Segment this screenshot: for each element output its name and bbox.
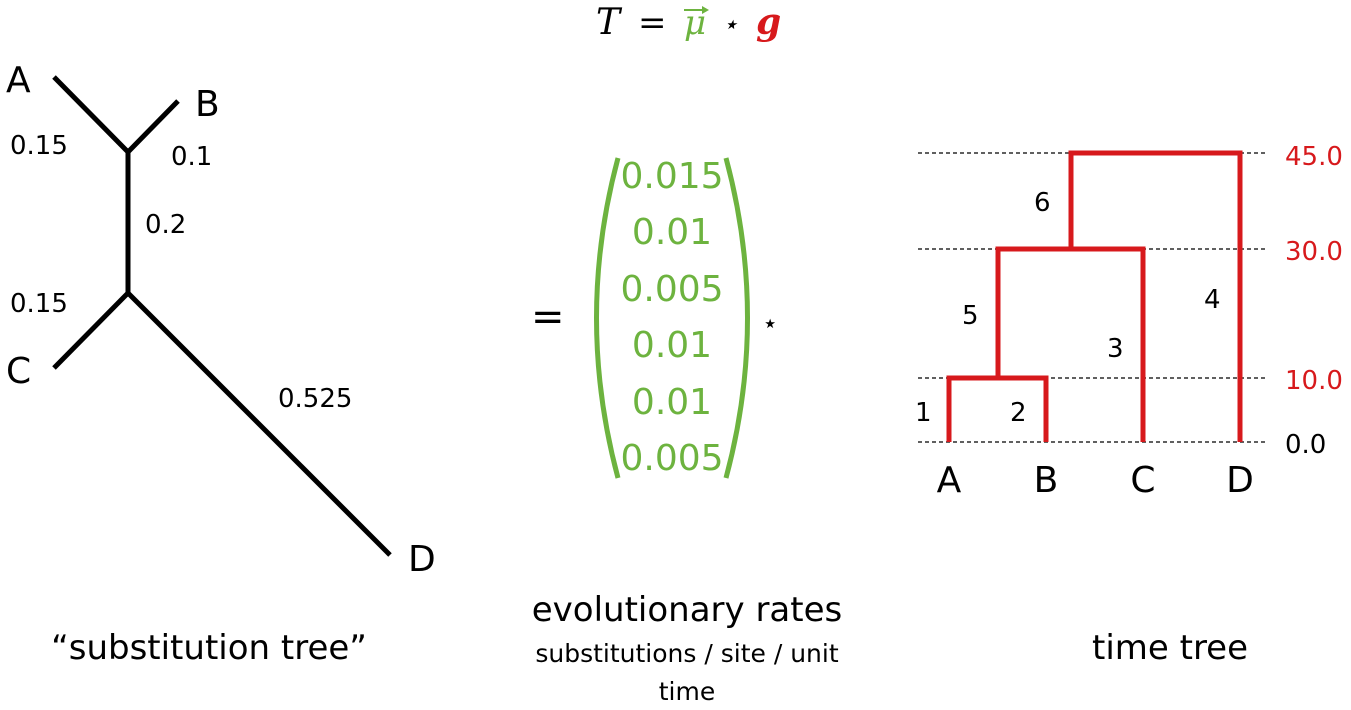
subst-leaf-B: B [195, 84, 220, 125]
rate-value: 0.005 [620, 438, 723, 479]
time-label-10: 10.0 [1285, 366, 1343, 396]
equation-equals: = [638, 3, 667, 43]
time-branch-number-6: 6 [1034, 188, 1051, 218]
substitution-tree-caption: “substitution tree” [51, 628, 367, 668]
time-leaf-A: A [937, 460, 962, 501]
equation-g: g [756, 1, 781, 43]
subst-branch-label-internal: 0.2 [145, 210, 186, 240]
branch-B [126, 99, 180, 154]
time-leaf-B: B [1034, 460, 1059, 501]
rate-value: 0.015 [620, 156, 723, 197]
substitution-tree-labels: A B C D 0.15 0.1 0.2 0.15 0.525 [6, 60, 436, 580]
rates-left-paren [594, 157, 621, 479]
time-branch-number-4: 4 [1204, 285, 1221, 315]
rates-caption-units: substitutions / site / unit [535, 639, 839, 668]
time-branch-number-5: 5 [962, 301, 979, 331]
rate-value: 0.005 [620, 269, 723, 310]
rates-caption-units-cont: time [658, 677, 716, 706]
equation-mu: μ [684, 3, 706, 43]
time-label-30: 30.0 [1285, 237, 1343, 267]
subst-branch-label-B: 0.1 [171, 142, 212, 172]
time-tree-labels: 1 2 3 4 5 6 45.0 30.0 10.0 0.0 A B C D [915, 142, 1343, 501]
subst-leaf-D: D [408, 539, 436, 580]
rates-vector: = 0.015 0.01 0.005 0.01 0.01 0.005 ⋆ [531, 156, 778, 479]
subst-leaf-A: A [6, 60, 31, 101]
substitution-tree [52, 75, 392, 557]
rate-value: 0.01 [632, 212, 712, 253]
subst-branch-label-C: 0.15 [10, 289, 68, 319]
subst-leaf-C: C [6, 351, 31, 392]
branch-C [52, 291, 130, 370]
equation: T = μ ⋆ g [596, 1, 781, 43]
branch-D [126, 291, 392, 557]
rates-right-paren [723, 157, 750, 479]
subst-branch-label-D: 0.525 [278, 384, 352, 414]
subst-branch-label-A: 0.15 [10, 131, 68, 161]
time-leaf-C: C [1130, 460, 1155, 501]
time-branch-number-3: 3 [1107, 334, 1124, 364]
time-leaf-D: D [1226, 460, 1254, 501]
rates-caption-title: evolutionary rates [531, 590, 843, 630]
time-branch-number-2: 2 [1010, 398, 1027, 428]
rate-value: 0.01 [632, 382, 712, 423]
equation-star: ⋆ [722, 10, 738, 40]
equation-T: T [596, 2, 623, 43]
time-label-0: 0.0 [1285, 430, 1326, 460]
time-label-45: 45.0 [1285, 142, 1343, 172]
rates-equals-sign: = [531, 294, 565, 340]
branch-A [52, 75, 130, 154]
time-tree [946, 150, 1243, 442]
mu-vector-arrowhead [702, 6, 709, 14]
time-tree-caption: time tree [1091, 628, 1249, 668]
rates-star: ⋆ [762, 309, 778, 339]
rate-value: 0.01 [632, 325, 712, 366]
time-branch-number-1: 1 [915, 398, 932, 428]
